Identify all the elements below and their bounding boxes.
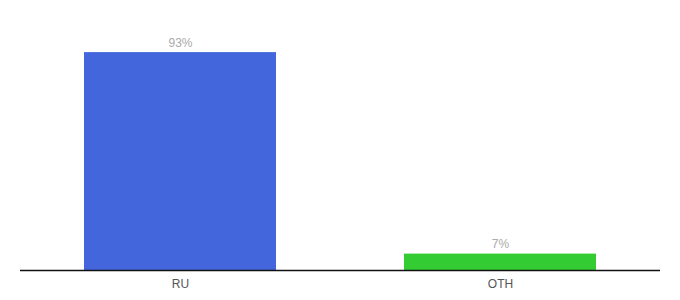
svg-text:OTH: OTH xyxy=(488,277,513,291)
svg-text:93%: 93% xyxy=(168,36,192,50)
svg-text:RU: RU xyxy=(172,277,189,291)
svg-text:7%: 7% xyxy=(492,237,510,251)
